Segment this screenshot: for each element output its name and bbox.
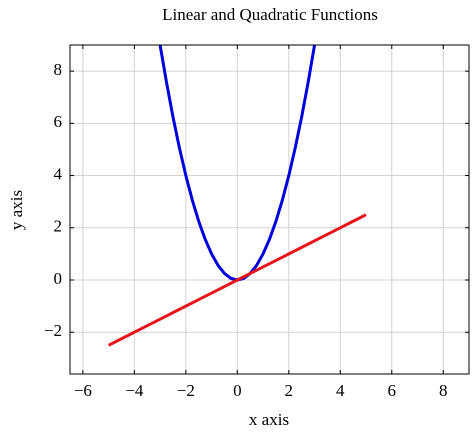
y-tick-label: 2 — [54, 217, 63, 236]
x-axis-label: x axis — [249, 410, 289, 429]
x-tick-label: 8 — [439, 381, 448, 400]
y-tick-label: 4 — [54, 164, 63, 183]
series-line — [107, 213, 367, 347]
x-tick-label: 4 — [336, 381, 345, 400]
y-tick-label: −2 — [44, 321, 62, 340]
x-tick-label: 0 — [233, 381, 242, 400]
y-tick-label: 8 — [54, 60, 63, 79]
x-tick-label: 2 — [285, 381, 294, 400]
y-tick-label: 6 — [54, 112, 63, 131]
y-tick-label: 0 — [54, 269, 63, 288]
plot-area — [107, 45, 367, 347]
x-tick-label: −2 — [177, 381, 195, 400]
y-axis-label: y axis — [7, 190, 26, 230]
x-tick-label: 6 — [388, 381, 397, 400]
chart-title: Linear and Quadratic Functions — [162, 5, 378, 24]
grid — [70, 45, 469, 374]
axes-frame — [69, 44, 470, 375]
x-tick-label: −4 — [125, 381, 144, 400]
x-tick-label: −6 — [74, 381, 92, 400]
